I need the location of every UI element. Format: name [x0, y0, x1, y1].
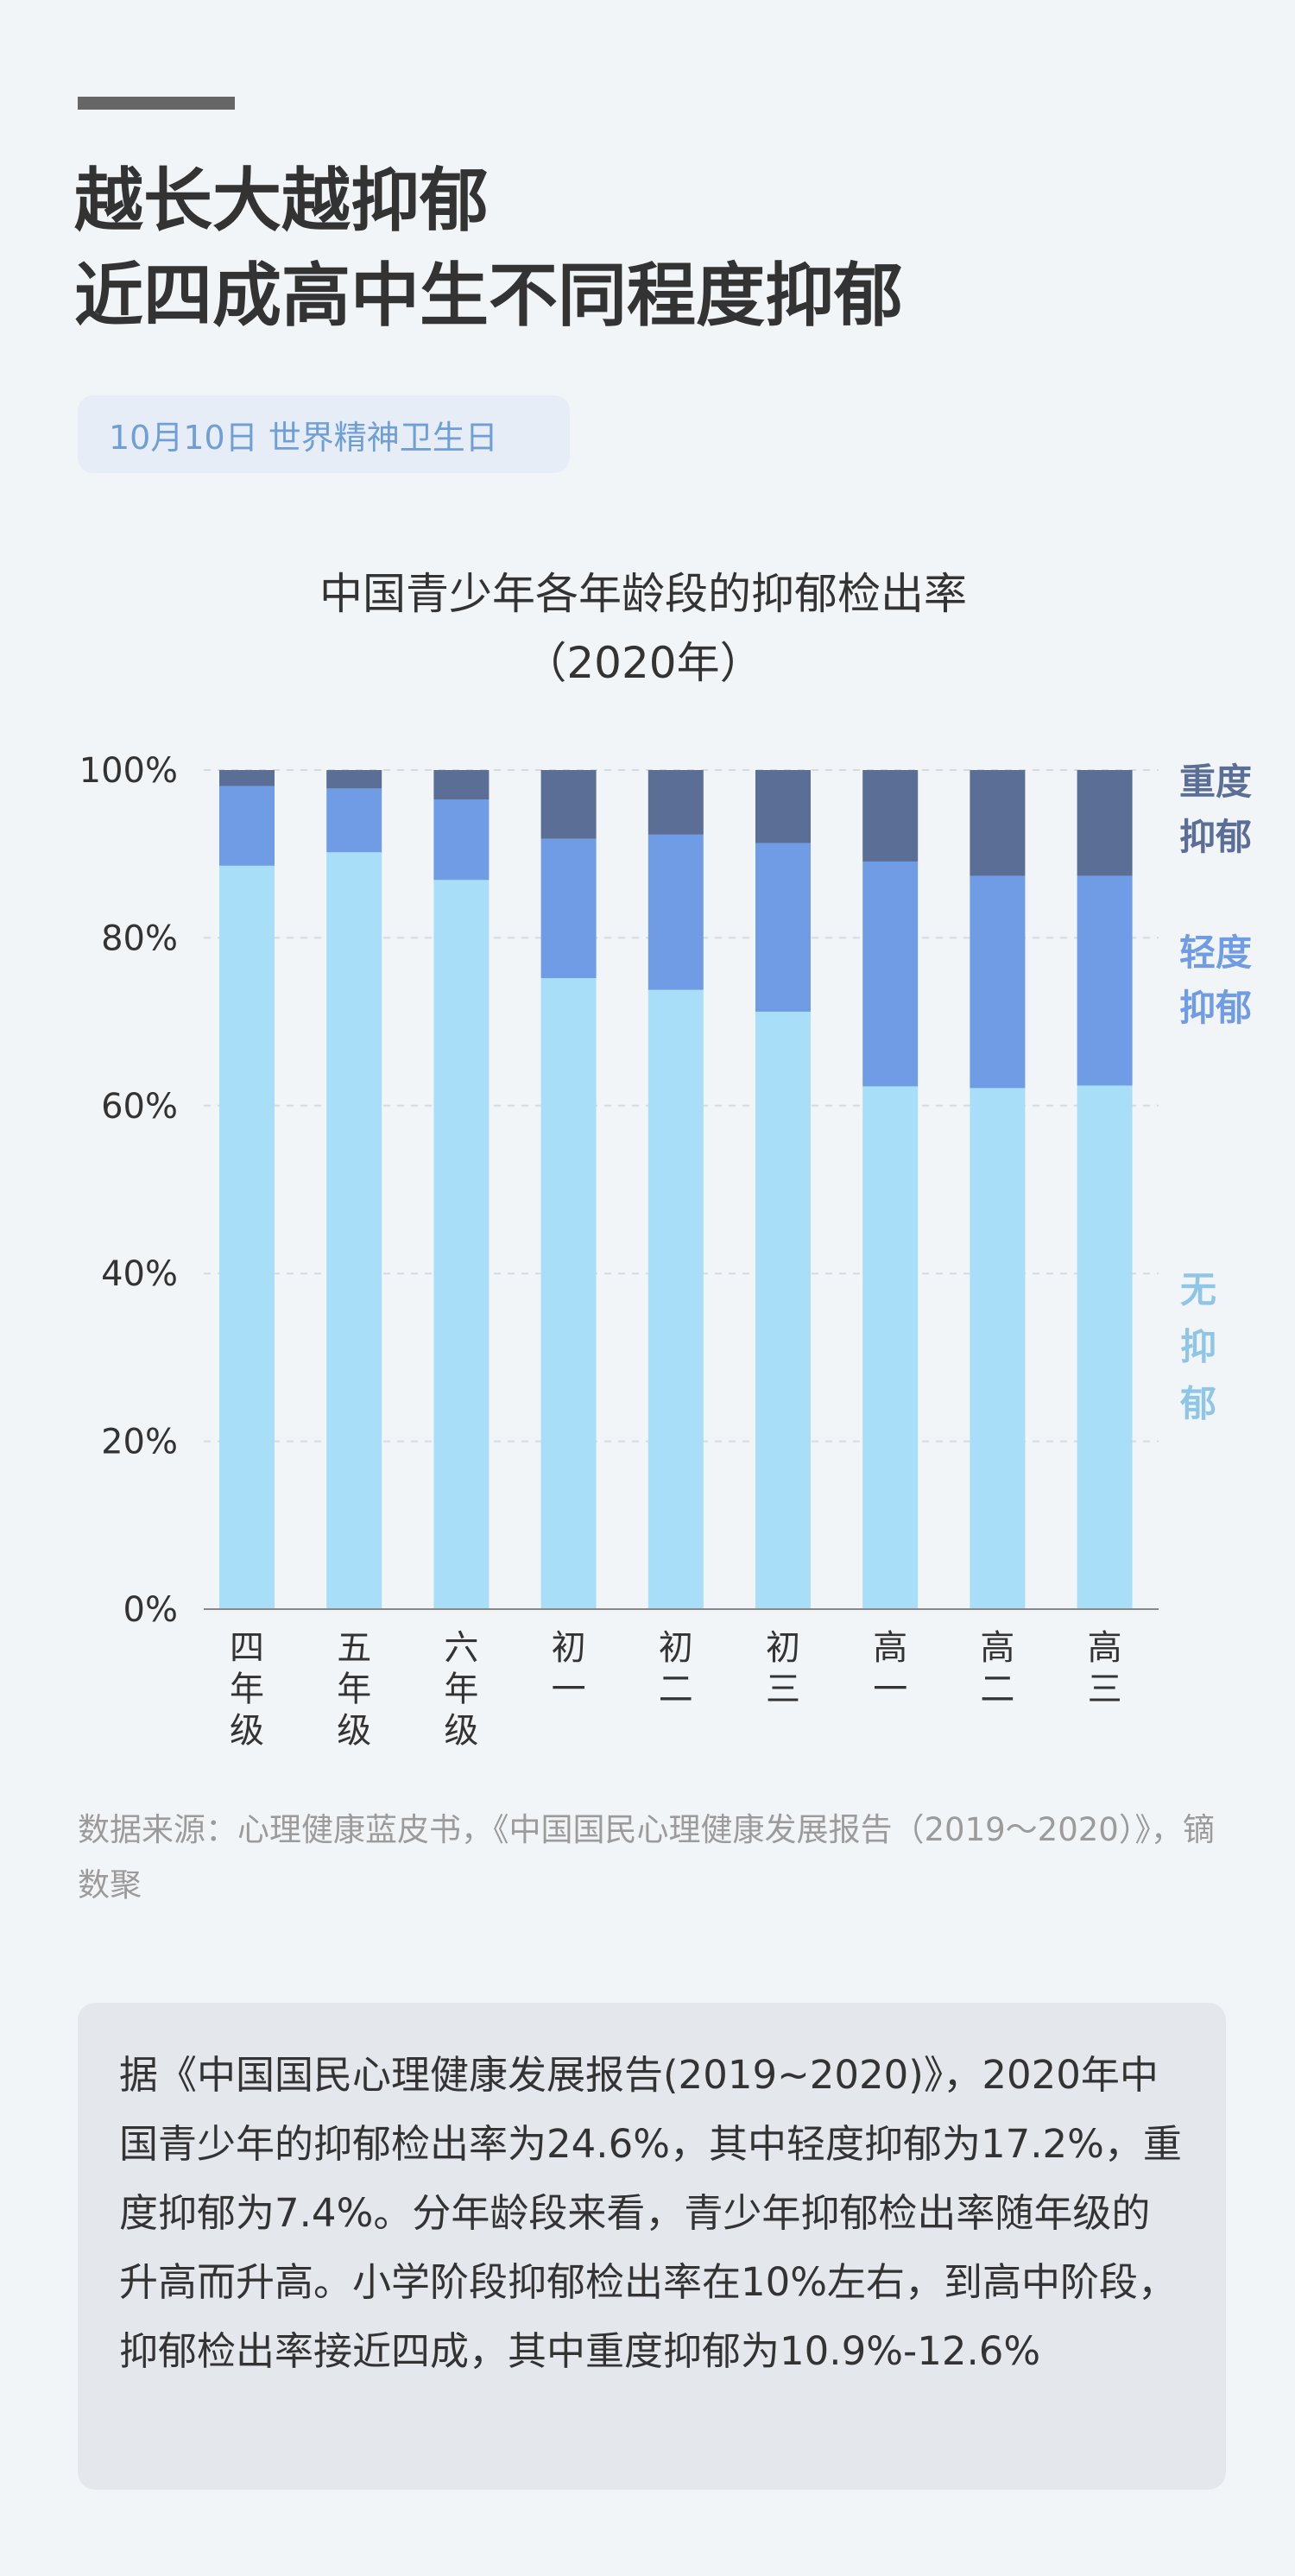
bar-segment [1077, 875, 1133, 1086]
chart-title-line-1: 中国青少年各年龄段的抑郁检出率 [319, 569, 967, 619]
x-tick-label: 级 [337, 1711, 371, 1751]
x-tick-label: 五 [337, 1628, 371, 1668]
headline-line-2: 近四成高中生不同程度抑郁 [74, 256, 903, 336]
bar-segment [540, 838, 597, 979]
stacked-bar-chart: 0%20%40%60%80%100%四年级五年级六年级初一初二初三高一高二高三无… [79, 751, 1252, 1751]
legend-label: 郁 [1179, 1383, 1216, 1425]
y-tick-label: 20% [101, 1423, 178, 1462]
x-tick-label: 年 [444, 1670, 478, 1709]
x-tick-label: 初 [659, 1628, 693, 1668]
bar-segment [648, 989, 704, 1609]
legend-label: 重度 [1179, 761, 1252, 803]
x-tick-label: 一 [552, 1670, 586, 1709]
bar-segment [326, 770, 382, 789]
bar-segment [219, 865, 275, 1609]
x-tick-label: 年 [230, 1670, 264, 1709]
summary-text: 据《中国国民心理健康发展报告(2019~2020)》，2020年中国青少年的抑郁… [119, 2052, 1182, 2374]
bar-segment [755, 1011, 811, 1609]
data-source: 数据来源：心理健康蓝皮书，《中国国民心理健康发展报告（2019～2020）》，镝… [78, 1811, 1215, 1904]
date-tag-label: 10月10日 世界精神卫生日 [109, 418, 498, 457]
chart-title: 中国青少年各年龄段的抑郁检出率 （2020年） [0, 559, 1286, 698]
x-tick-label: 高 [980, 1628, 1014, 1668]
y-tick-label: 100% [79, 751, 178, 791]
legend-label: 轻度 [1179, 931, 1252, 974]
bar-segment [862, 1086, 919, 1609]
x-tick-label: 年 [337, 1670, 371, 1709]
y-tick-label: 40% [101, 1254, 178, 1294]
x-tick-label: 初 [766, 1628, 800, 1668]
bar-segment [755, 843, 811, 1012]
bar-segment [862, 861, 919, 1087]
x-tick-label: 级 [230, 1711, 264, 1751]
bar-segment [219, 786, 275, 866]
chart-title-line-2: （2020年） [523, 638, 763, 688]
bar-segment [219, 770, 275, 786]
bar-segment [970, 875, 1026, 1089]
legend-label: 无 [1180, 1269, 1216, 1311]
x-tick-label: 一 [873, 1670, 907, 1709]
legend-label: 抑 [1180, 1326, 1216, 1368]
bar-segment [326, 852, 382, 1609]
x-tick-label: 四 [230, 1628, 264, 1668]
date-tag: 10月10日 世界精神卫生日 [78, 395, 570, 473]
bar-segment [862, 770, 919, 862]
bar-segment [648, 834, 704, 990]
bar-segment [540, 978, 597, 1609]
accent-bar [78, 97, 235, 110]
bar-segment [1077, 770, 1133, 876]
legend-label: 抑郁 [1179, 987, 1252, 1029]
x-tick-label: 六 [444, 1628, 478, 1668]
x-tick-label: 高 [873, 1628, 907, 1668]
x-tick-label: 三 [766, 1670, 800, 1709]
bar-segment [326, 788, 382, 853]
x-tick-label: 三 [1088, 1670, 1122, 1709]
x-tick-label: 二 [980, 1670, 1014, 1709]
bar-segment [648, 770, 704, 835]
x-tick-label: 二 [659, 1670, 693, 1709]
bar-segment [433, 880, 490, 1609]
x-tick-label: 初 [552, 1628, 586, 1668]
summary-box: 据《中国国民心理健康发展报告(2019~2020)》，2020年中国青少年的抑郁… [78, 2003, 1226, 2490]
bar-segment [433, 799, 490, 881]
legend-label: 抑郁 [1179, 816, 1252, 858]
y-tick-label: 0% [123, 1590, 178, 1630]
bar-segment [1077, 1085, 1133, 1609]
bar-segment [540, 770, 597, 839]
bar-segment [755, 770, 811, 843]
bar-segment [970, 1088, 1026, 1609]
headline: 越长大越抑郁 近四成高中生不同程度抑郁 [74, 154, 903, 344]
headline-line-1: 越长大越抑郁 [74, 161, 489, 241]
x-tick-label: 级 [444, 1711, 478, 1751]
x-tick-label: 高 [1088, 1628, 1122, 1668]
y-tick-label: 60% [101, 1087, 178, 1127]
bar-segment [970, 770, 1026, 876]
y-tick-label: 80% [101, 919, 178, 958]
bar-segment [433, 770, 490, 800]
